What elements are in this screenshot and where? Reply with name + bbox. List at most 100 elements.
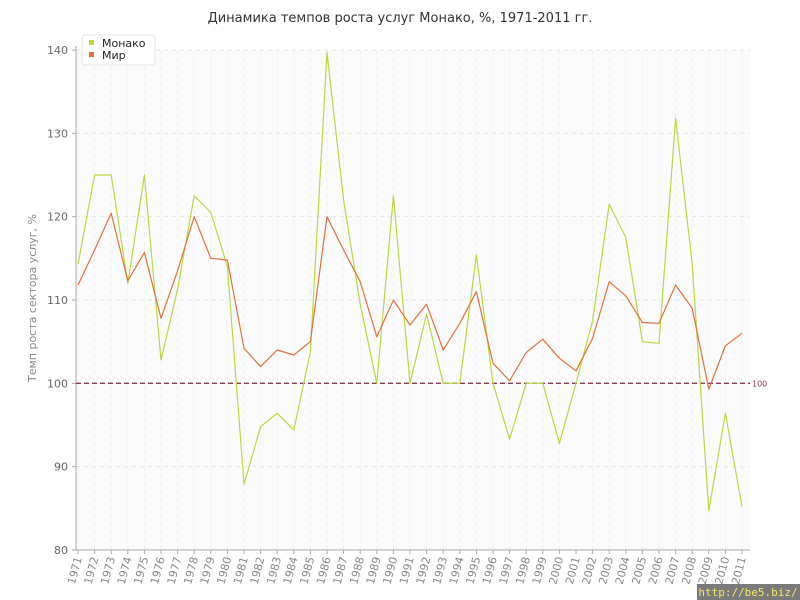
data-point — [326, 51, 328, 53]
data-point — [575, 370, 577, 372]
data-point — [608, 203, 610, 205]
data-point — [492, 362, 494, 364]
x-axis-ticks: 1971197219731974197519761977197819791980… — [65, 550, 749, 586]
series-world — [77, 212, 743, 390]
data-point — [110, 212, 112, 214]
data-point — [359, 280, 361, 282]
data-point — [392, 195, 394, 197]
data-point — [641, 321, 643, 323]
legend-swatch-monaco — [89, 40, 94, 45]
y-tick-label: 100 — [47, 377, 68, 390]
data-point — [309, 340, 311, 342]
data-point — [508, 380, 510, 382]
data-point — [425, 313, 427, 315]
data-point — [708, 388, 710, 390]
data-point — [143, 251, 145, 253]
data-point — [591, 320, 593, 322]
reference-line-group: 100 — [76, 379, 767, 388]
data-point — [525, 351, 527, 353]
data-point — [409, 382, 411, 384]
series-line — [77, 51, 743, 512]
data-point — [259, 365, 261, 367]
data-point — [210, 211, 212, 213]
legend[interactable]: Монако Мир — [81, 34, 156, 66]
data-point — [674, 284, 676, 286]
data-point — [691, 263, 693, 265]
y-tick-label: 130 — [47, 127, 68, 140]
data-point — [176, 270, 178, 272]
data-point — [127, 280, 129, 282]
data-point — [741, 505, 743, 507]
y-tick-label: 140 — [47, 44, 68, 57]
data-point — [309, 350, 311, 352]
data-point — [93, 249, 95, 251]
legend-label-monaco[interactable]: Монако — [102, 37, 146, 50]
data-point — [459, 382, 461, 384]
grid — [76, 49, 750, 551]
data-point — [508, 438, 510, 440]
data-point — [392, 299, 394, 301]
data-point — [77, 284, 79, 286]
data-point — [359, 303, 361, 305]
data-point — [210, 257, 212, 259]
data-point — [442, 382, 444, 384]
data-point — [376, 335, 378, 337]
data-point — [591, 337, 593, 339]
data-point — [558, 442, 560, 444]
data-point — [143, 174, 145, 176]
data-point — [160, 359, 162, 361]
data-point — [459, 322, 461, 324]
data-point — [342, 249, 344, 251]
data-point — [724, 345, 726, 347]
data-point — [575, 382, 577, 384]
data-point — [193, 195, 195, 197]
data-point — [741, 332, 743, 334]
reference-line-label: 100 — [752, 379, 767, 388]
watermark-text[interactable]: http://be5.biz/ — [698, 586, 797, 599]
y-tick-label: 120 — [47, 211, 68, 224]
data-point — [293, 429, 295, 431]
data-point — [658, 322, 660, 324]
data-point — [376, 382, 378, 384]
data-point — [342, 199, 344, 201]
data-point — [77, 263, 79, 265]
data-point — [226, 259, 228, 261]
legend-box — [81, 34, 156, 66]
chart-title: Динамика темпов роста услуг Монако, %, 1… — [208, 11, 593, 26]
series-monaco — [77, 51, 743, 512]
data-point — [276, 412, 278, 414]
data-point — [442, 349, 444, 351]
data-point — [641, 340, 643, 342]
series-line — [77, 212, 743, 390]
y-tick-label: 110 — [47, 294, 68, 307]
series-group — [77, 51, 743, 512]
legend-label-world[interactable]: Мир — [102, 49, 126, 62]
data-point — [110, 174, 112, 176]
y-axis-label: Темп роста сектора услуг, % — [26, 214, 39, 383]
watermark-background — [697, 584, 800, 600]
data-point — [243, 483, 245, 485]
data-point — [691, 307, 693, 309]
data-point — [525, 382, 527, 384]
watermark[interactable]: http://be5.biz/ — [697, 584, 800, 600]
y-tick-label: 80 — [54, 544, 68, 557]
axes — [75, 46, 750, 551]
data-point — [625, 295, 627, 297]
y-tick-label: 90 — [54, 461, 68, 474]
data-point — [558, 357, 560, 359]
data-point — [475, 254, 477, 256]
data-point — [193, 215, 195, 217]
data-point — [542, 382, 544, 384]
data-point — [492, 382, 494, 384]
data-point — [243, 347, 245, 349]
y-axis-ticks: 80 90 100 110 120 130 140 — [47, 44, 76, 557]
data-point — [475, 290, 477, 292]
data-point — [425, 303, 427, 305]
data-point — [93, 174, 95, 176]
data-point — [326, 215, 328, 217]
data-point — [658, 342, 660, 344]
data-point — [259, 425, 261, 427]
data-point — [127, 282, 129, 284]
data-point — [724, 412, 726, 414]
data-point — [625, 236, 627, 238]
